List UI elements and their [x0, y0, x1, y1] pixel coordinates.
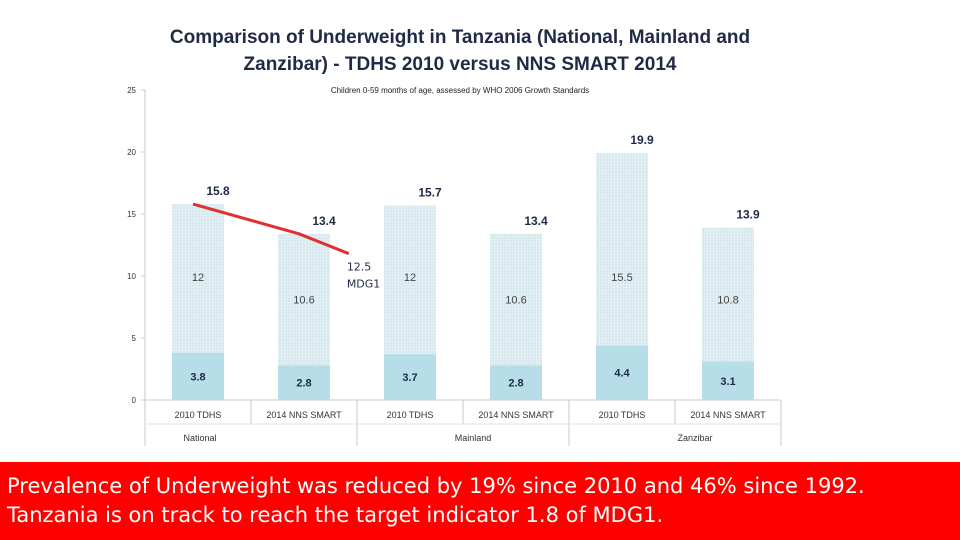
category-label: 2010 TDHS: [175, 410, 222, 420]
moderate-value-label: 15.5: [611, 272, 632, 284]
group-label: Mainland: [455, 433, 492, 443]
bar-severe: [596, 345, 648, 400]
total-value-label: 13.4: [524, 214, 548, 228]
bar-moderate: [702, 227, 754, 362]
chart-title-line-2: Zanzibar) - TDHS 2010 versus NNS SMART 2…: [243, 54, 677, 75]
category-label: 2014 NNS SMART: [266, 410, 342, 420]
moderate-value-label: 12: [404, 272, 416, 284]
bar-chart: 0 5 10 15 20 25 3.8 12 15.8 2010 TDHS 2.8 10.6 13.4 2…: [127, 86, 782, 446]
banner-line-1: Prevalence of Underweight was reduced by…: [7, 474, 865, 498]
bar-severe: [172, 352, 224, 400]
severe-value-label: 2.8: [508, 378, 523, 390]
moderate-value-label: 10.8: [717, 294, 738, 306]
y-tick-label: 15: [127, 210, 136, 219]
bar-moderate: [278, 233, 330, 366]
severe-value-label: 3.7: [402, 372, 417, 384]
bar-severe: [702, 361, 754, 400]
category-label: 2010 TDHS: [387, 410, 434, 420]
bar-moderate: [172, 204, 224, 353]
mdg1-trend-line: [192, 202, 350, 256]
chart-title-line-1: Comparison of Underweight in Tanzania (N…: [169, 27, 751, 48]
total-value-label: 15.7: [418, 185, 442, 199]
mdg1-value-label: 12.5: [347, 261, 372, 274]
bar-moderate: [596, 153, 648, 346]
severe-value-label: 4.4: [614, 368, 630, 380]
group-label: National: [183, 433, 216, 443]
bar-severe: [384, 354, 436, 400]
chart-subtitle: Children 0-59 months of age, assessed by…: [330, 86, 590, 95]
bar-moderate: [384, 205, 436, 355]
severe-value-label: 3.8: [190, 371, 205, 383]
y-tick-label: 5: [132, 334, 137, 343]
severe-value-label: 3.1: [720, 376, 735, 388]
category-label: 2014 NNS SMART: [690, 410, 766, 420]
severe-value-label: 2.8: [296, 378, 311, 390]
moderate-value-label: 10.6: [505, 294, 526, 306]
summary-banner: Prevalence of Underweight was reduced by…: [0, 462, 960, 540]
moderate-value-label: 12: [192, 272, 204, 284]
total-value-label: 15.8: [206, 184, 230, 198]
total-value-label: 19.9: [630, 133, 654, 147]
y-tick-label: 25: [127, 86, 136, 95]
bar-moderate: [490, 233, 542, 366]
y-tick-label: 20: [127, 148, 136, 157]
category-label: 2014 NNS SMART: [478, 410, 554, 420]
bar-severe: [278, 365, 330, 400]
group-label: Zanzibar: [677, 433, 712, 443]
chart-area: Comparison of Underweight in Tanzania (N…: [127, 27, 782, 446]
total-value-label: 13.4: [312, 214, 336, 228]
bar-severe: [490, 365, 542, 400]
banner-line-2: Tanzania is on track to reach the target…: [7, 503, 664, 527]
moderate-value-label: 10.6: [293, 294, 314, 306]
total-value-label: 13.9: [736, 208, 760, 222]
category-label: 2010 TDHS: [599, 410, 646, 420]
y-tick-label: 10: [127, 272, 136, 281]
y-tick-label: 0: [132, 396, 137, 405]
mdg1-text-label: MDG1: [347, 278, 380, 291]
